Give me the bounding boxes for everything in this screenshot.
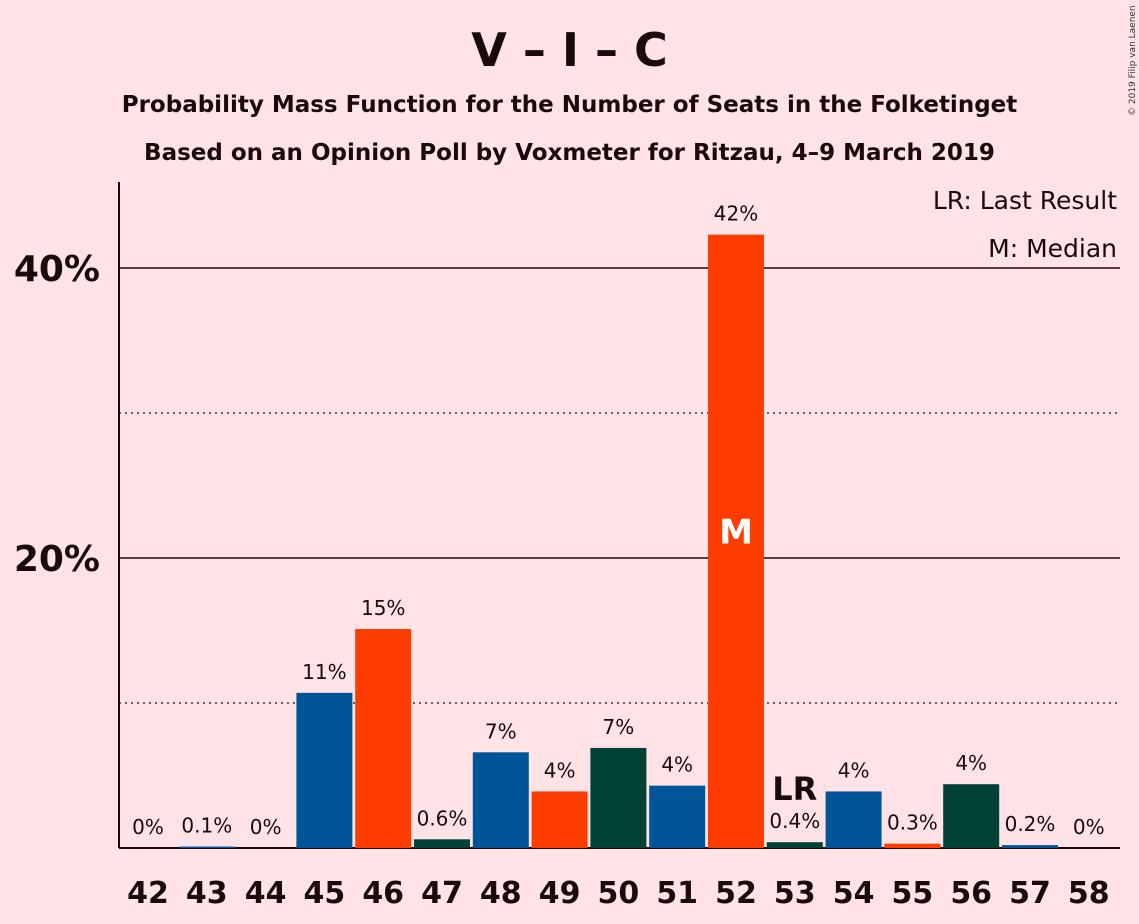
y-tick-label: 40% [14, 249, 100, 290]
legend: LR: Last Result M: Median [933, 186, 1117, 263]
last-result-marker: LR [772, 770, 817, 808]
bar-seat-47 [414, 839, 470, 848]
bar-seat-54 [825, 791, 882, 848]
data-label-seat-42: 0% [132, 815, 164, 839]
x-tick-label: 44 [245, 876, 287, 911]
data-label-seat-57: 0.2% [1005, 812, 1056, 836]
data-label-seat-55: 0.3% [887, 811, 938, 835]
data-label-seat-56: 4% [955, 751, 987, 775]
data-label-seat-45: 11% [302, 660, 346, 684]
x-tick-label: 45 [304, 876, 346, 911]
x-tick-label: 42 [127, 876, 169, 911]
x-tick-label: 55 [892, 876, 934, 911]
x-tick-label: 56 [950, 876, 992, 911]
chart-title: V – I – C [471, 23, 668, 77]
x-tick-label: 48 [480, 876, 522, 911]
x-tick-label: 53 [774, 876, 816, 911]
gridlines [119, 267, 1120, 704]
x-tick-label: 57 [1009, 876, 1051, 911]
x-tick-label: 51 [656, 876, 698, 911]
x-tick-label: 46 [362, 876, 404, 911]
bar-seat-45 [296, 692, 353, 848]
copyright-notice: © 2019 Filip van Laenen [1128, 5, 1138, 116]
y-tick-label: 20% [14, 539, 100, 580]
bar-seat-49 [531, 791, 588, 848]
data-label-seat-46: 15% [361, 596, 405, 620]
x-tick-label: 43 [186, 876, 228, 911]
data-label-seat-49: 4% [544, 758, 576, 782]
chart-subtitle-line-1: Probability Mass Function for the Number… [122, 92, 1018, 118]
x-tick-label: 58 [1068, 876, 1110, 911]
x-tick-label: 47 [421, 876, 463, 911]
data-label-seat-51: 4% [661, 753, 693, 777]
data-label-seat-52: 42% [714, 202, 758, 226]
bar-seat-55 [884, 843, 941, 848]
chart-subtitle-line-2: Based on an Opinion Poll by Voxmeter for… [144, 140, 995, 166]
data-label-seat-48: 7% [485, 719, 517, 743]
median-bar-gap [704, 180, 768, 233]
bar-seat-51 [649, 785, 706, 848]
x-tick-label: 52 [715, 876, 757, 911]
data-label-seat-47: 0.6% [417, 806, 468, 830]
data-label-seat-54: 4% [838, 758, 870, 782]
bar-seat-52 [708, 234, 764, 848]
x-tick-label: 50 [598, 876, 640, 911]
data-label-seat-58: 0% [1073, 815, 1105, 839]
data-label-seat-53: 0.4% [769, 809, 820, 833]
bar-seat-43 [178, 846, 235, 848]
data-label-seat-43: 0.1% [181, 814, 232, 838]
bar-seat-50 [590, 747, 647, 848]
bar-seat-53 [766, 842, 823, 848]
bar-seat-46 [355, 629, 412, 848]
data-label-seat-50: 7% [603, 715, 635, 739]
data-labels: 0% 0.1% 0% 11% 15% 0.6% 7% 4% 7% 4% M 42% 0.4%LR 4% 0.… [132, 202, 1105, 839]
legend-last-result: LR: Last Result [933, 186, 1117, 215]
legend-median: M: Median [988, 234, 1117, 263]
median-marker: M [719, 513, 753, 553]
x-tick-label: 49 [539, 876, 581, 911]
bar-seat-56 [943, 784, 1000, 848]
tick-labels: 20% 40% 42 43 44 45 46 47 48 49 50 51 52 53 54 55 56 57 58 [14, 249, 1110, 911]
bars [178, 180, 1058, 848]
x-tick-label: 54 [833, 876, 875, 911]
bar-seat-48 [472, 752, 529, 848]
data-label-seat-44: 0% [250, 815, 282, 839]
bar-seat-57 [1002, 845, 1058, 848]
